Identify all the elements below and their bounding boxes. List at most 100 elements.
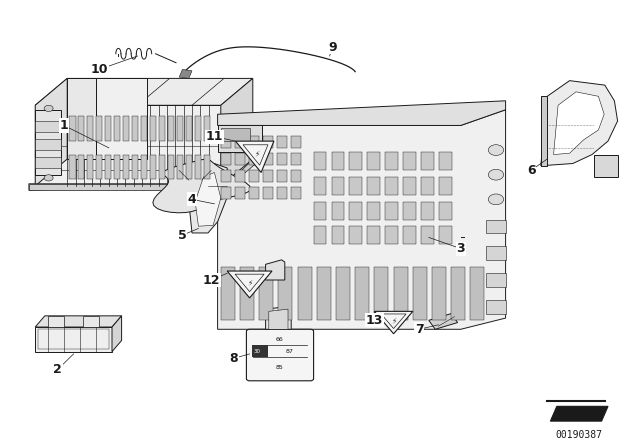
- Polygon shape: [249, 136, 259, 148]
- Polygon shape: [355, 267, 369, 320]
- Polygon shape: [439, 202, 452, 220]
- Circle shape: [44, 105, 53, 112]
- Polygon shape: [235, 187, 245, 199]
- Polygon shape: [29, 184, 224, 190]
- Polygon shape: [349, 202, 362, 220]
- Polygon shape: [259, 267, 273, 320]
- Polygon shape: [221, 136, 231, 148]
- Polygon shape: [277, 187, 287, 199]
- Polygon shape: [189, 164, 227, 233]
- Polygon shape: [349, 152, 362, 170]
- Text: 4: 4: [188, 193, 196, 206]
- Polygon shape: [159, 116, 165, 141]
- Text: 00190387: 00190387: [556, 430, 603, 439]
- Text: ⚡: ⚡: [254, 149, 260, 158]
- Polygon shape: [105, 116, 111, 141]
- Polygon shape: [421, 202, 434, 220]
- Polygon shape: [78, 116, 84, 141]
- Polygon shape: [385, 177, 398, 195]
- Polygon shape: [195, 172, 221, 226]
- Polygon shape: [439, 177, 452, 195]
- Polygon shape: [153, 159, 251, 213]
- Polygon shape: [221, 153, 231, 165]
- Text: 85: 85: [276, 365, 284, 370]
- Polygon shape: [470, 267, 484, 320]
- Polygon shape: [332, 226, 344, 244]
- Polygon shape: [218, 101, 506, 125]
- Text: 9: 9: [328, 40, 337, 54]
- Polygon shape: [314, 152, 326, 170]
- Polygon shape: [35, 139, 61, 150]
- Polygon shape: [114, 116, 120, 141]
- Polygon shape: [179, 69, 192, 78]
- Polygon shape: [385, 202, 398, 220]
- Polygon shape: [159, 155, 165, 179]
- Polygon shape: [263, 136, 273, 148]
- Text: 2: 2: [53, 363, 62, 376]
- Polygon shape: [332, 202, 344, 220]
- Polygon shape: [367, 202, 380, 220]
- Polygon shape: [249, 187, 259, 199]
- FancyBboxPatch shape: [246, 329, 314, 381]
- Polygon shape: [394, 267, 408, 320]
- Polygon shape: [541, 96, 547, 166]
- Polygon shape: [317, 267, 331, 320]
- Polygon shape: [35, 157, 61, 168]
- Polygon shape: [385, 152, 398, 170]
- Polygon shape: [227, 271, 272, 298]
- Polygon shape: [168, 155, 174, 179]
- Polygon shape: [48, 316, 64, 327]
- Polygon shape: [266, 307, 291, 329]
- Polygon shape: [123, 155, 129, 179]
- Polygon shape: [486, 273, 506, 287]
- Text: 30: 30: [254, 349, 260, 354]
- Polygon shape: [486, 220, 506, 233]
- Polygon shape: [96, 116, 102, 141]
- Polygon shape: [112, 316, 122, 352]
- Text: 5: 5: [178, 228, 187, 242]
- Polygon shape: [403, 152, 416, 170]
- Polygon shape: [29, 157, 256, 190]
- Text: 6: 6: [527, 164, 536, 177]
- Polygon shape: [168, 116, 174, 141]
- Polygon shape: [35, 316, 122, 327]
- Polygon shape: [554, 92, 604, 155]
- Bar: [252, 345, 268, 357]
- Polygon shape: [403, 226, 416, 244]
- Polygon shape: [277, 153, 287, 165]
- Polygon shape: [269, 309, 288, 329]
- Polygon shape: [186, 155, 192, 179]
- Polygon shape: [249, 170, 259, 182]
- Polygon shape: [186, 116, 192, 141]
- Polygon shape: [132, 155, 138, 179]
- Polygon shape: [367, 226, 380, 244]
- Polygon shape: [421, 226, 434, 244]
- Polygon shape: [263, 170, 273, 182]
- Polygon shape: [87, 116, 93, 141]
- Polygon shape: [96, 78, 147, 159]
- Polygon shape: [35, 105, 221, 186]
- Polygon shape: [541, 81, 618, 166]
- Polygon shape: [236, 141, 274, 172]
- Polygon shape: [429, 314, 458, 329]
- Polygon shape: [177, 116, 183, 141]
- Polygon shape: [336, 267, 350, 320]
- Circle shape: [488, 194, 504, 205]
- Polygon shape: [87, 155, 93, 179]
- Polygon shape: [278, 267, 292, 320]
- Polygon shape: [195, 155, 201, 179]
- Text: 87: 87: [285, 349, 294, 354]
- Polygon shape: [114, 155, 120, 179]
- Polygon shape: [221, 267, 235, 320]
- Polygon shape: [263, 187, 273, 199]
- Text: 8: 8: [229, 352, 238, 365]
- Polygon shape: [235, 170, 245, 182]
- Circle shape: [44, 175, 53, 181]
- Polygon shape: [314, 226, 326, 244]
- Polygon shape: [195, 116, 201, 141]
- Polygon shape: [235, 136, 245, 148]
- Polygon shape: [439, 152, 452, 170]
- Polygon shape: [403, 202, 416, 220]
- Polygon shape: [221, 170, 231, 182]
- Polygon shape: [413, 267, 427, 320]
